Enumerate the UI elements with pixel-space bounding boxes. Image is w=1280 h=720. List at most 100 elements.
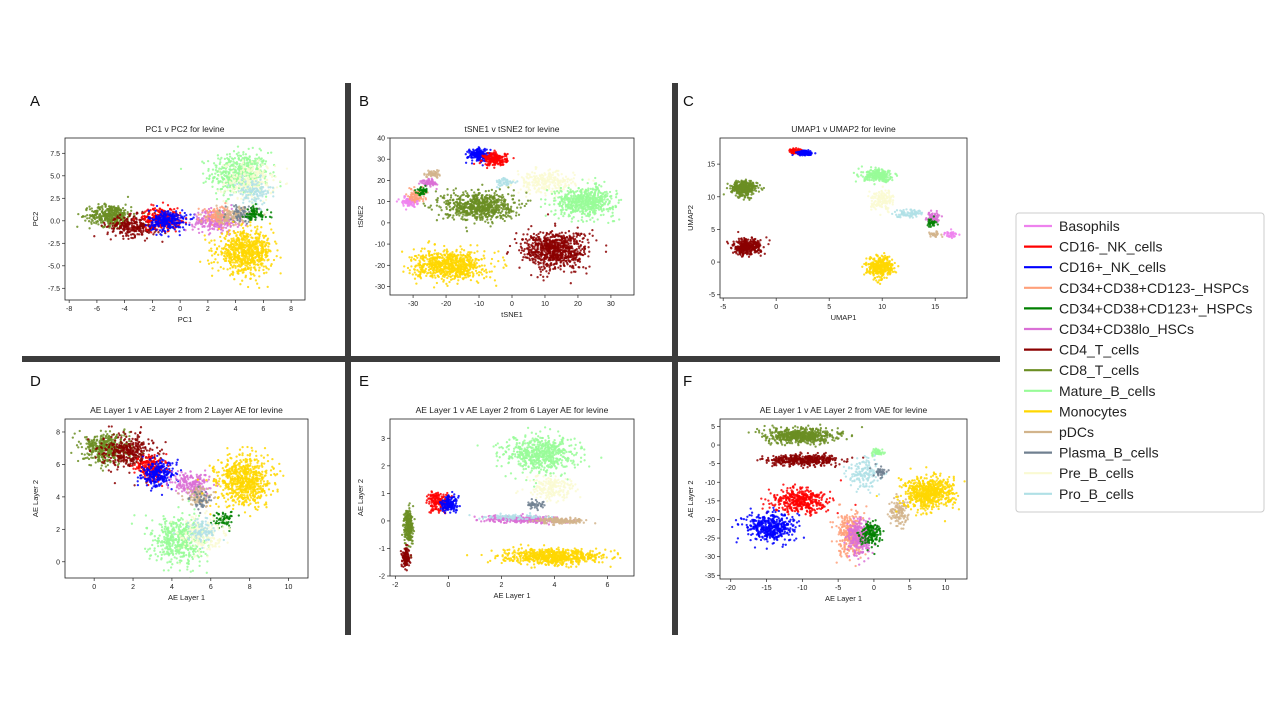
data-point bbox=[233, 240, 236, 243]
data-point bbox=[570, 220, 573, 223]
data-point bbox=[246, 267, 250, 271]
data-point bbox=[567, 202, 570, 205]
data-point bbox=[110, 227, 114, 230]
data-point bbox=[481, 164, 484, 167]
data-point bbox=[213, 252, 216, 256]
data-point bbox=[197, 211, 200, 214]
data-point bbox=[244, 177, 247, 180]
data-point bbox=[227, 157, 230, 161]
data-point bbox=[472, 162, 476, 166]
data-point bbox=[560, 210, 563, 214]
data-point bbox=[451, 216, 454, 219]
x-tick-label: -8 bbox=[66, 306, 72, 313]
data-point bbox=[487, 158, 491, 161]
data-point bbox=[581, 205, 584, 209]
data-point bbox=[240, 206, 243, 210]
data-point bbox=[226, 186, 229, 189]
data-point bbox=[177, 226, 180, 229]
data-point bbox=[514, 181, 517, 184]
data-point bbox=[267, 186, 270, 189]
data-point bbox=[183, 215, 186, 218]
data-point bbox=[553, 192, 557, 195]
data-point bbox=[242, 268, 246, 272]
data-point bbox=[251, 146, 254, 150]
data-point bbox=[192, 216, 195, 219]
data-point bbox=[599, 213, 603, 217]
data-point bbox=[253, 266, 256, 269]
data-point bbox=[606, 203, 610, 206]
data-point bbox=[219, 158, 222, 161]
data-point bbox=[160, 230, 164, 233]
data-point bbox=[241, 253, 245, 257]
data-point bbox=[614, 204, 617, 208]
data-point bbox=[236, 196, 239, 200]
data-point bbox=[217, 227, 221, 231]
data-point bbox=[544, 181, 547, 184]
data-point bbox=[250, 160, 254, 163]
data-point bbox=[87, 220, 91, 223]
data-point bbox=[231, 183, 235, 187]
data-point bbox=[558, 203, 561, 206]
data-point bbox=[529, 175, 532, 178]
data-point bbox=[264, 195, 268, 198]
data-point bbox=[168, 208, 172, 211]
data-point bbox=[157, 222, 160, 225]
data-point bbox=[231, 210, 234, 213]
data-point bbox=[158, 216, 162, 219]
data-point bbox=[527, 187, 530, 191]
data-point bbox=[139, 229, 143, 232]
data-point bbox=[487, 162, 490, 165]
data-point bbox=[97, 223, 100, 226]
data-point bbox=[502, 182, 505, 185]
data-point bbox=[225, 200, 228, 203]
data-point bbox=[241, 215, 244, 218]
data-point bbox=[237, 190, 240, 193]
data-point bbox=[132, 218, 136, 221]
data-point bbox=[225, 222, 228, 225]
data-point bbox=[225, 153, 229, 156]
data-point bbox=[484, 163, 487, 166]
data-point bbox=[236, 261, 239, 264]
data-point bbox=[478, 155, 481, 158]
data-point bbox=[264, 256, 267, 259]
data-point bbox=[430, 208, 433, 211]
data-point bbox=[176, 207, 179, 210]
data-point bbox=[105, 225, 109, 229]
data-point bbox=[577, 198, 581, 201]
data-point bbox=[247, 197, 250, 200]
data-point bbox=[234, 223, 237, 226]
data-point bbox=[442, 217, 445, 220]
data-point bbox=[566, 197, 569, 201]
data-point bbox=[244, 191, 247, 194]
data-point bbox=[593, 192, 597, 195]
data-point bbox=[580, 201, 583, 204]
data-point bbox=[596, 207, 599, 210]
data-point bbox=[160, 215, 164, 218]
data-point bbox=[544, 173, 547, 176]
data-point bbox=[603, 203, 606, 206]
data-point bbox=[165, 223, 168, 226]
data-point bbox=[156, 218, 160, 221]
data-point bbox=[584, 202, 588, 206]
data-point bbox=[603, 196, 607, 199]
data-point bbox=[136, 226, 140, 230]
data-point bbox=[202, 219, 205, 222]
data-point bbox=[254, 157, 257, 160]
data-point bbox=[166, 228, 170, 232]
data-point bbox=[161, 221, 164, 224]
data-point bbox=[116, 216, 119, 219]
data-point bbox=[609, 195, 612, 198]
data-point bbox=[250, 247, 253, 250]
data-point bbox=[124, 232, 127, 235]
data-point bbox=[570, 190, 573, 194]
data-point bbox=[154, 212, 157, 216]
data-point bbox=[253, 274, 256, 277]
data-point bbox=[257, 236, 261, 240]
data-point bbox=[597, 199, 600, 202]
data-point bbox=[242, 186, 245, 189]
data-point bbox=[226, 239, 230, 242]
data-point bbox=[174, 225, 178, 228]
data-point bbox=[128, 214, 131, 218]
data-point bbox=[211, 267, 214, 270]
data-point bbox=[264, 243, 267, 246]
